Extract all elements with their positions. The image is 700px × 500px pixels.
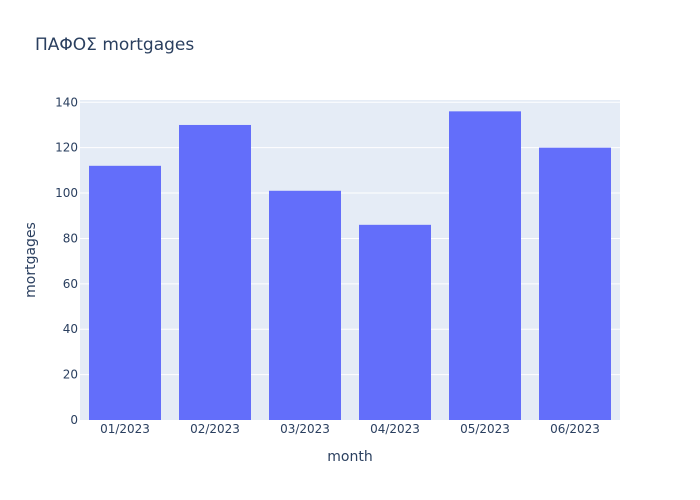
y-tick-label: 120 (55, 141, 78, 155)
gridlines (80, 101, 620, 376)
y-axis-ticks: 0 20 40 60 80 100 120 140 (55, 95, 78, 427)
plot-area (80, 100, 620, 420)
bar-01-2023[interactable] (89, 165, 161, 420)
bar-04-2023[interactable] (359, 224, 431, 420)
x-tick-label: 03/2023 (280, 422, 330, 436)
bar-02-2023[interactable] (179, 124, 251, 420)
bars (89, 111, 611, 420)
y-tick-label: 0 (70, 413, 78, 427)
y-tick-label: 140 (55, 95, 78, 109)
x-axis-title: month (327, 449, 372, 465)
x-tick-label: 06/2023 (550, 422, 600, 436)
bar-03-2023[interactable] (269, 190, 341, 420)
chart-title: ΠΑΦΟΣ mortgages (35, 35, 194, 55)
x-tick-label: 04/2023 (370, 422, 420, 436)
y-axis-title: mortgages (23, 222, 39, 298)
x-axis-ticks: 01/2023 02/2023 03/2023 04/2023 05/2023 06/20… (100, 422, 600, 436)
x-tick-label: 05/2023 (460, 422, 510, 436)
y-tick-label: 80 (63, 231, 78, 245)
y-tick-label: 60 (63, 277, 78, 291)
bar-06-2023[interactable] (539, 147, 611, 420)
x-tick-label: 02/2023 (190, 422, 240, 436)
y-tick-label: 100 (55, 186, 78, 200)
y-tick-label: 20 (63, 368, 78, 382)
y-tick-label: 40 (63, 322, 78, 336)
bar-05-2023[interactable] (449, 111, 521, 420)
x-tick-label: 01/2023 (100, 422, 150, 436)
